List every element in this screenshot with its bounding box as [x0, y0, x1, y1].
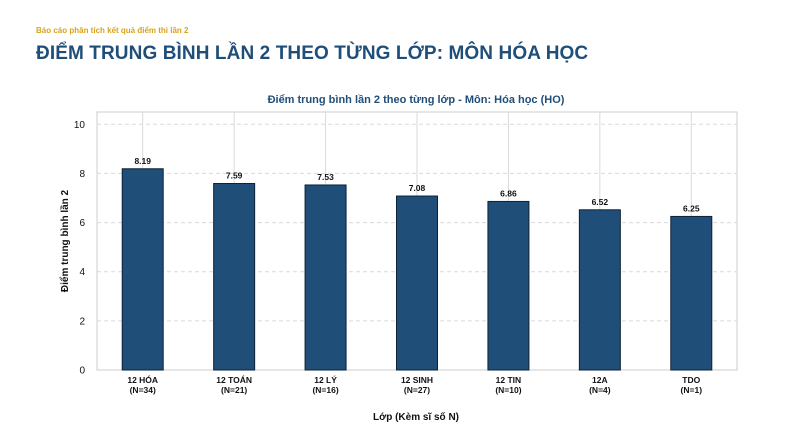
x-tick-sublabel: (N=27)	[404, 385, 430, 395]
y-tick-label: 10	[74, 120, 86, 131]
x-axis-label: Lớp (Kèm sĩ số N)	[373, 411, 459, 423]
x-tick-label: 12 TIN	[496, 375, 522, 385]
bar-value-label: 7.08	[409, 183, 426, 193]
bar-value-label: 6.52	[592, 197, 609, 207]
bar	[304, 184, 347, 371]
y-axis-label: Điểm trung bình lần 2	[59, 189, 71, 292]
bar-value-label: 6.86	[500, 188, 517, 198]
x-tick-sublabel: (N=34)	[130, 385, 156, 395]
report-eyebrow: Báo cáo phân tích kết quả điểm thi lần 2	[36, 26, 189, 35]
bar	[396, 195, 438, 371]
bar	[121, 168, 164, 371]
bar-value-label: 7.59	[226, 171, 243, 181]
bar-value-label: 7.53	[317, 172, 334, 182]
bar	[213, 183, 256, 371]
bar-layer: 8.19 7.59 7.53 7.08 6.86 6.52 6.25	[121, 156, 713, 371]
y-tick-label: 2	[79, 316, 85, 327]
y-tick-label: 0	[79, 366, 85, 377]
x-tick-label: 12 LÝ	[314, 374, 337, 385]
page-title: ĐIỂM TRUNG BÌNH LẦN 2 THEO TỪNG LỚP: MÔN…	[36, 43, 589, 64]
bar	[487, 200, 530, 371]
x-tick-label: 12 SINH	[401, 375, 433, 385]
x-tick-sublabel: (N=1)	[681, 385, 703, 395]
bar-value-label: 8.19	[134, 156, 151, 166]
x-tick-label: 12A	[592, 375, 608, 385]
bar	[670, 215, 713, 371]
x-tick-sublabel: (N=4)	[589, 385, 611, 395]
x-tick-label: 12 TOÁN	[216, 375, 252, 385]
y-tick-label: 4	[79, 267, 85, 278]
x-tick-label: TDO	[682, 375, 700, 385]
x-tick-label: 12 HÓA	[127, 374, 158, 385]
x-tick-sublabel: (N=10)	[495, 385, 521, 395]
x-tick-sublabel: (N=16)	[312, 385, 338, 395]
y-tick-label: 8	[79, 169, 85, 180]
x-tick-sublabel: (N=21)	[221, 385, 247, 395]
bar-value-label: 6.25	[683, 203, 700, 213]
y-tick-label: 6	[79, 218, 85, 229]
chart-title: Điểm trung bình lần 2 theo từng lớp - Mô…	[268, 94, 565, 106]
bar	[578, 209, 621, 371]
